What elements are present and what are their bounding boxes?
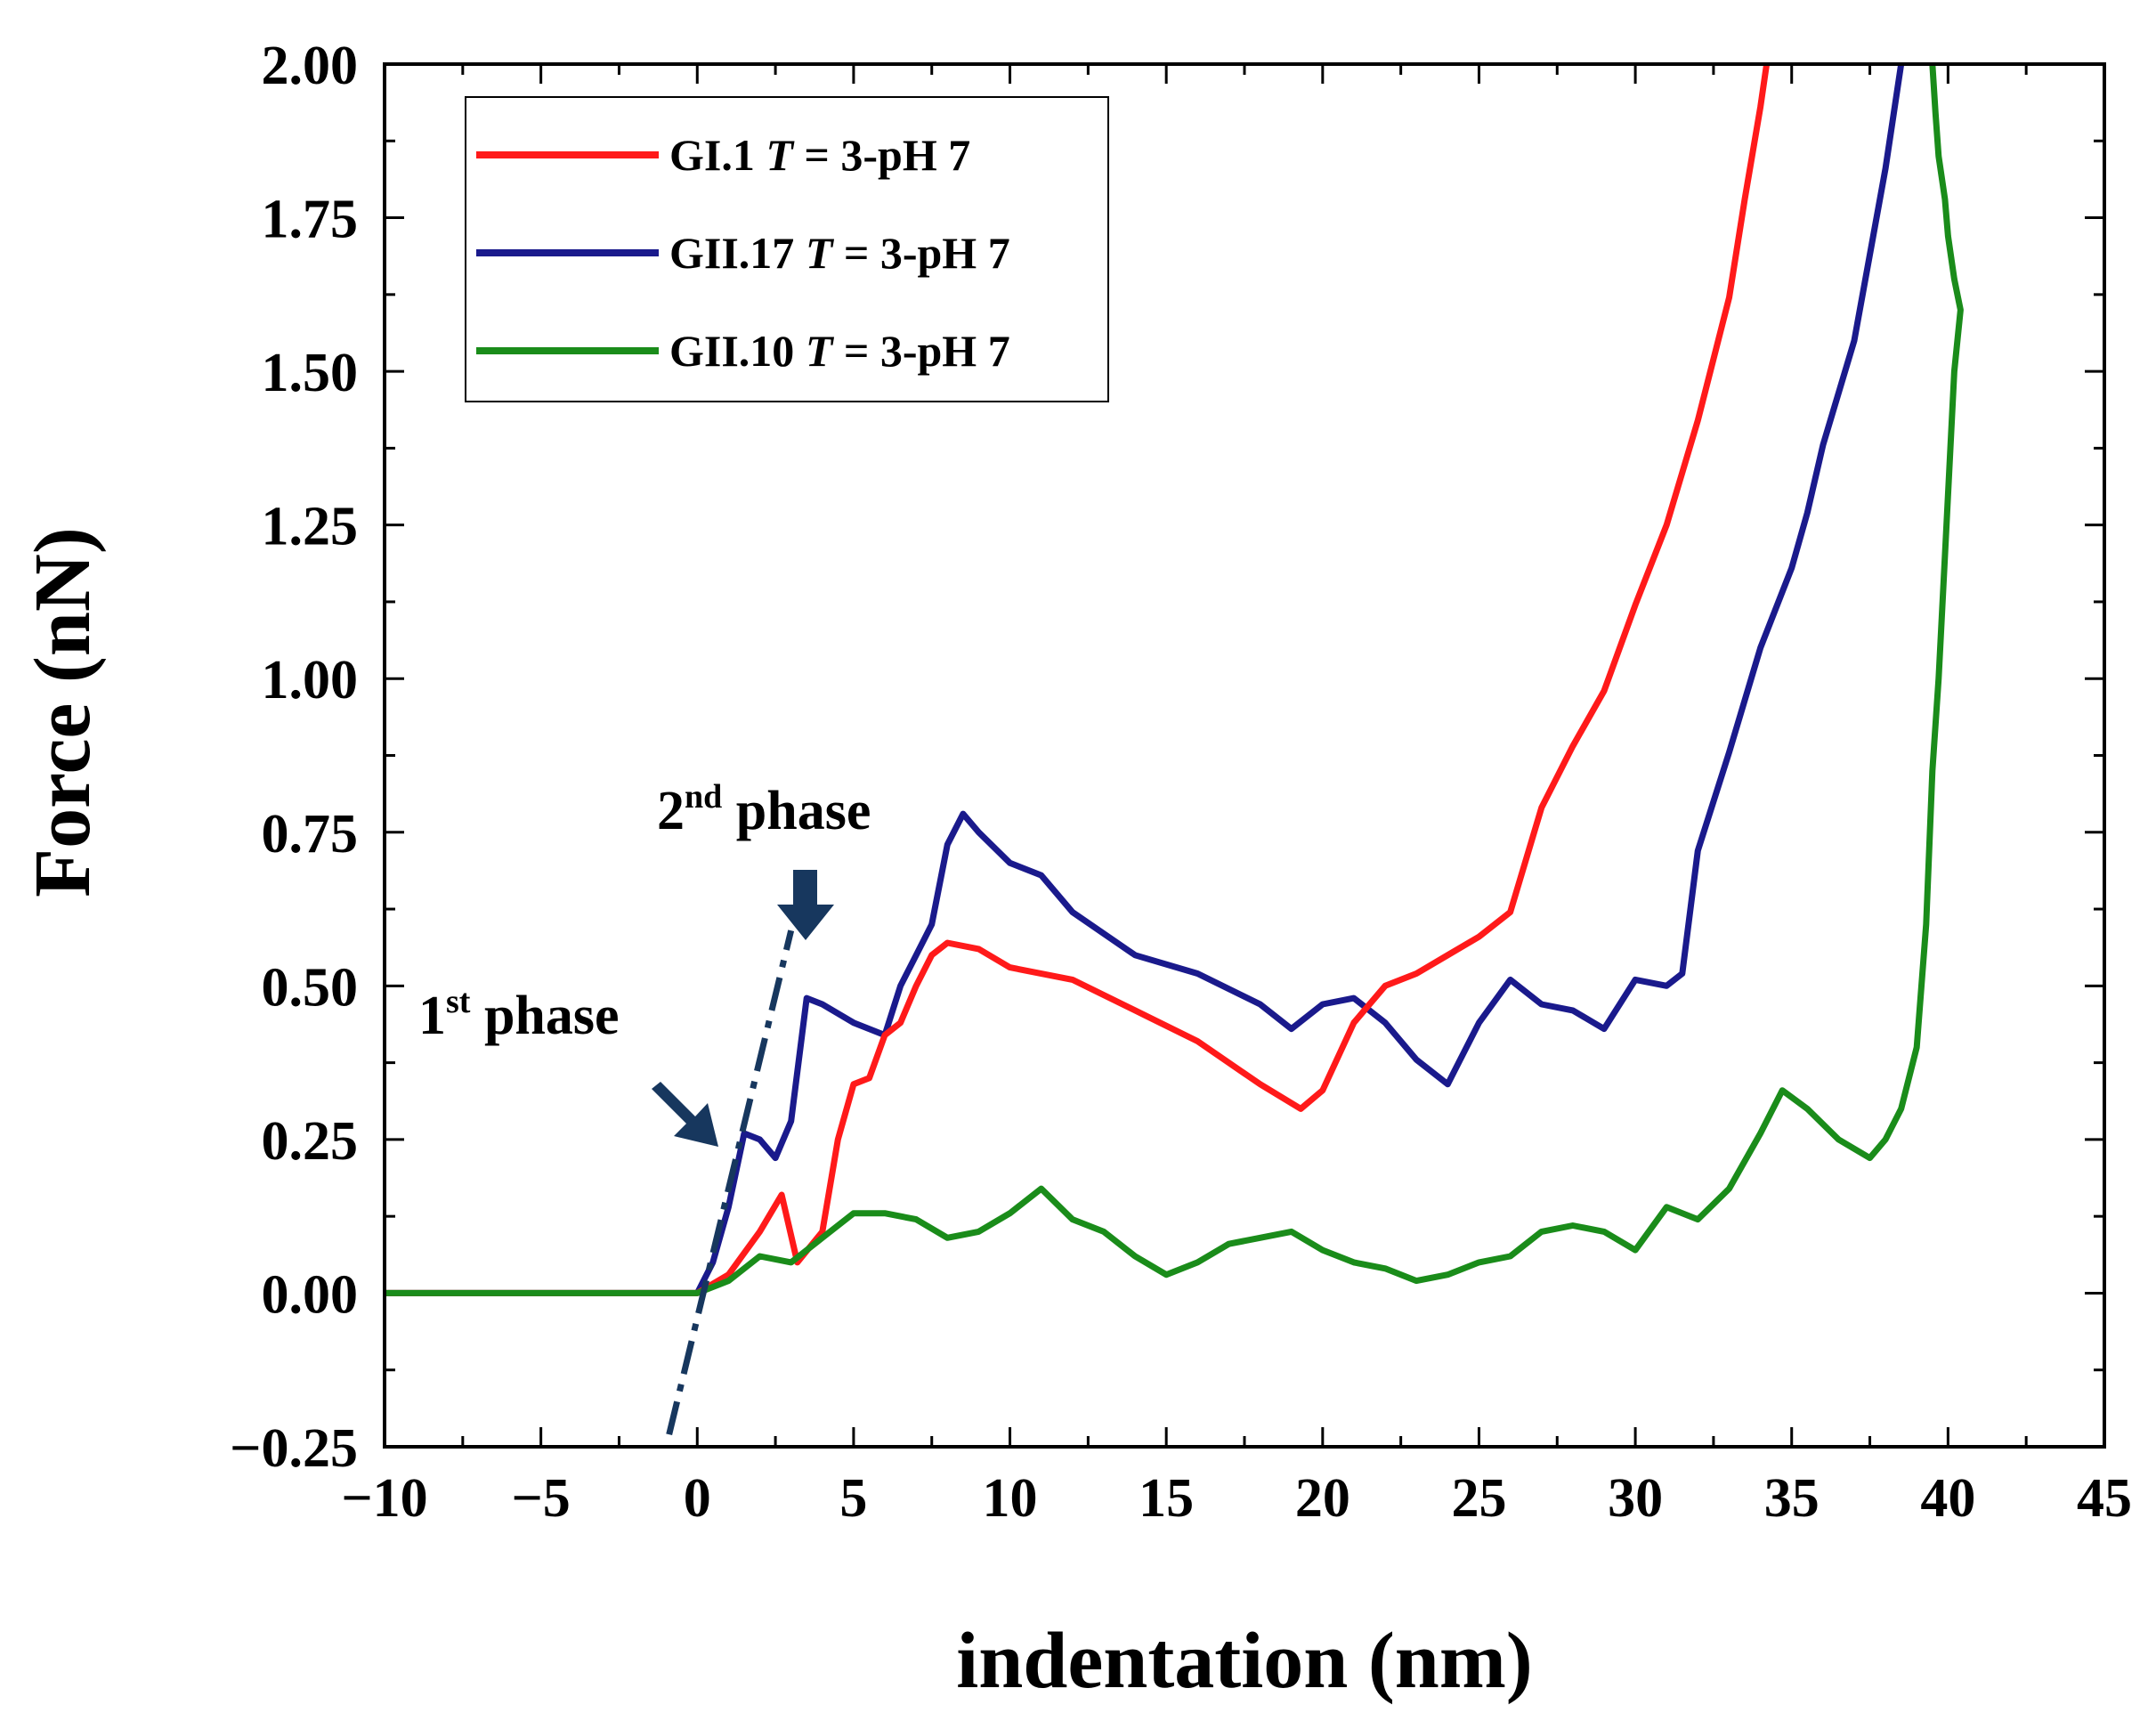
y-tick-label: 1.25 — [262, 497, 359, 557]
first-phase-label: 1st phase — [418, 983, 620, 1046]
data-series — [385, 64, 1964, 1296]
legend-variable: T — [766, 130, 795, 180]
first-phase-superscript: st — [446, 983, 471, 1020]
legend-condition: = 3-pH 7 — [832, 228, 1009, 278]
phase-guide-line — [666, 929, 795, 1436]
second-phase-superscript: nd — [685, 778, 722, 816]
legend-variable: T — [806, 228, 835, 278]
legend-entry: GII.10 T = 3-pH 7 — [669, 326, 1010, 376]
x-tick-label: 20 — [1295, 1468, 1350, 1529]
tick-labels: −10 −5 0 5 10 15 20 25 30 35 40 45 −0.25 0.00 0.25 0.50… — [230, 36, 2132, 1529]
y-tick-label: 0.50 — [262, 957, 359, 1018]
second-phase-label: 2nd phase — [657, 778, 871, 841]
y-tick-label: 2.00 — [262, 36, 359, 96]
legend-condition: = 3-pH 7 — [793, 130, 970, 180]
x-tick-label: 30 — [1608, 1468, 1663, 1529]
y-tick-label: 1.00 — [262, 650, 359, 710]
x-tick-label: −5 — [511, 1468, 570, 1529]
x-tick-label: 10 — [983, 1468, 1038, 1529]
legend-condition: = 3-pH 7 — [832, 326, 1009, 376]
legend-entry: GI.1 T = 3-pH 7 — [669, 130, 970, 180]
x-tick-label: 35 — [1764, 1468, 1820, 1529]
x-tick-label: 15 — [1139, 1468, 1194, 1529]
y-tick-label: 0.00 — [262, 1264, 359, 1325]
y-tick-label: 1.50 — [262, 343, 359, 403]
second-phase-arrow-icon — [777, 870, 834, 940]
first-phase-arrow-icon — [652, 1082, 718, 1147]
legend-variable: T — [806, 326, 835, 376]
second-phase-word: phase — [722, 781, 871, 841]
first-phase-word: phase — [470, 986, 619, 1046]
legend-entry: GII.17 T = 3-pH 7 — [669, 228, 1010, 278]
series-line-gii-10 — [385, 64, 1964, 1296]
y-axis-title: Force (nN) — [19, 527, 107, 897]
series-line-gii-17 — [385, 64, 1905, 1296]
second-phase-number: 2 — [657, 781, 685, 841]
x-tick-label: −10 — [341, 1468, 427, 1529]
y-tick-label: 1.75 — [262, 190, 359, 250]
legend-series-name: GII.17 — [669, 228, 806, 278]
legend-series-name: GII.10 — [669, 326, 806, 376]
y-tick-label: 0.25 — [262, 1111, 359, 1172]
y-tick-label: −0.25 — [230, 1418, 358, 1479]
first-phase-number: 1 — [418, 986, 446, 1046]
y-tick-label: 0.75 — [262, 804, 359, 864]
legend-series-name: GI.1 — [669, 130, 766, 180]
x-tick-label: 45 — [2077, 1468, 2132, 1529]
x-tick-label: 5 — [839, 1468, 867, 1529]
x-axis-title: indentation (nm) — [956, 1617, 1533, 1705]
x-tick-label: 25 — [1451, 1468, 1506, 1529]
x-tick-label: 0 — [684, 1468, 711, 1529]
plot-frame — [383, 62, 2106, 1449]
x-tick-label: 40 — [1920, 1468, 1975, 1529]
